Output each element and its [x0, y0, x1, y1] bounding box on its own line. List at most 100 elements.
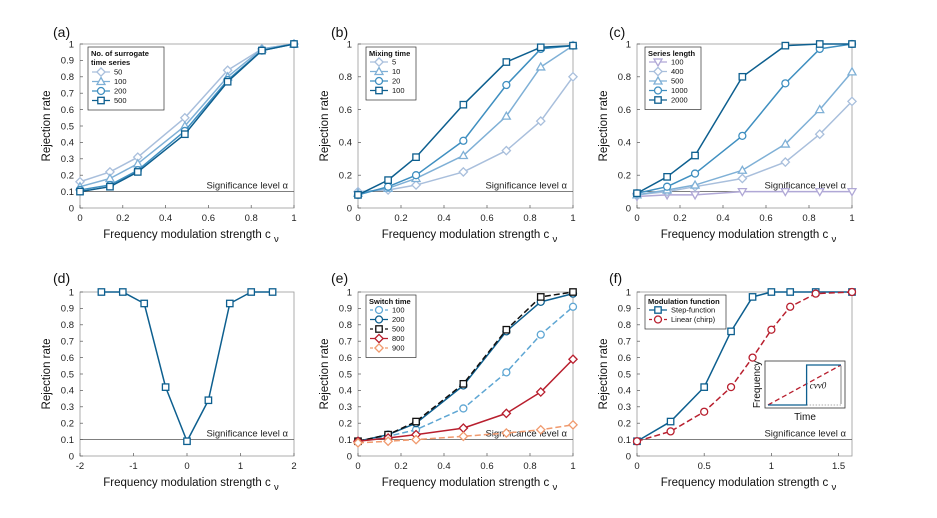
panel-label: (a): [53, 24, 70, 40]
x-tick-label: 0.2: [394, 213, 407, 224]
y-tick-label: 0.7: [339, 337, 352, 348]
data-point: [689, 191, 701, 201]
panel-b: (b)Significance level α0 0.2 0.4 0.6 0.8 100.…: [319, 24, 579, 245]
data-point: [535, 424, 546, 435]
data-point: [258, 46, 266, 55]
inset-chirp-line: [767, 364, 842, 406]
y-tick-label: 0.4: [339, 386, 352, 397]
legend-marker: [654, 96, 662, 104]
y-axis-label: Rejection rate: [598, 339, 610, 410]
data-point: [536, 330, 545, 339]
legend-entry-label: 900: [392, 344, 405, 353]
data-point: [502, 325, 511, 334]
data-point: [780, 187, 791, 197]
y-tick-label: 0.6: [61, 105, 74, 116]
legend-entry-label: 500: [392, 325, 405, 334]
data-point: [502, 80, 511, 90]
data-point: [247, 288, 256, 296]
x-tick-label: 0.4: [159, 213, 172, 224]
y-tick-label: 0.3: [339, 402, 352, 413]
y-tick-label: 0.1: [61, 187, 74, 198]
data-point: [268, 288, 277, 296]
data-point: [536, 43, 545, 52]
legend-box: [365, 294, 417, 358]
data-point: [76, 187, 84, 196]
data-point: [458, 431, 469, 442]
legend-marker: [652, 66, 664, 77]
data-point: [223, 77, 232, 86]
data-point: [459, 379, 468, 388]
x-tick-label: 0.8: [802, 213, 815, 224]
legend-entry-label: Step-function: [671, 306, 715, 315]
legend-entry-label: 500: [671, 77, 684, 86]
x-tick-label: -1: [129, 461, 137, 472]
data-point: [412, 417, 420, 426]
significance-label: Significance level α: [206, 429, 288, 440]
y-tick-label: 1: [69, 39, 74, 50]
x-axis-label: Frequency modulation strength c ν: [661, 229, 837, 245]
data-point: [412, 153, 420, 162]
y-tick-label: 0: [347, 451, 352, 462]
x-tick-label: 0: [77, 213, 82, 224]
data-point: [632, 437, 642, 446]
panel-label: (e): [331, 270, 348, 286]
legend-marker: [95, 66, 107, 78]
x-axis-label-subscript: ν: [831, 234, 836, 245]
legend-marker: [373, 342, 385, 354]
legend-marker: [374, 315, 384, 324]
x-tick-label: 0.2: [394, 461, 407, 472]
data-point: [181, 130, 189, 139]
y-axis-label: Rejection rate: [41, 91, 53, 162]
y-tick-label: 0.6: [339, 105, 352, 116]
data-point: [383, 436, 394, 447]
data-point: [118, 288, 127, 296]
legend-entry-label: 400: [671, 67, 684, 76]
data-point: [383, 182, 393, 191]
y-tick-label: 1: [626, 287, 631, 298]
data-point: [700, 407, 709, 416]
x-tick-label: 0: [355, 461, 360, 472]
x-tick-label: 1: [570, 213, 575, 224]
panel-label: (f): [609, 270, 622, 286]
y-tick-label: 0.1: [339, 435, 352, 446]
y-tick-label: 0.5: [61, 369, 74, 380]
data-point: [786, 302, 795, 311]
data-point: [690, 169, 700, 178]
panel-c: (c) Significance level α 0 0.2 0.4 0.6 0.8 1 0 0.…: [598, 24, 858, 245]
x-axis-label: Frequency modulation strength c ν: [103, 477, 279, 493]
data-point: [662, 182, 672, 191]
data-point: [846, 66, 858, 76]
y-tick-label: 0: [69, 203, 74, 214]
data-point: [815, 40, 824, 48]
x-tick-label: 1: [849, 213, 854, 224]
x-tick-label: -2: [76, 461, 84, 472]
data-point: [846, 96, 858, 107]
legend-title: Series length: [648, 49, 696, 58]
data-point: [458, 150, 469, 160]
y-tick-label: 0.1: [618, 435, 631, 446]
legend-marker: [375, 325, 383, 333]
y-axis-label: Rejection rate: [319, 91, 331, 162]
significance-label: Significance level α: [206, 181, 288, 192]
y-tick-label: 0.3: [618, 402, 631, 413]
data-point: [354, 191, 362, 199]
legend-entry-label: 200: [392, 315, 405, 324]
y-tick-label: 0.5: [61, 121, 74, 132]
y-axis-label: Rejection rate: [319, 339, 331, 410]
y-tick-label: 0.8: [618, 72, 631, 83]
data-point: [633, 189, 641, 198]
data-point: [814, 187, 825, 197]
x-axis-label: Frequency modulation strength c ν: [382, 477, 558, 493]
legend-title: Switch time: [369, 297, 411, 306]
legend-entry-label: 100: [392, 306, 405, 315]
legend-entry-label: 2000: [671, 96, 688, 105]
data-point: [411, 434, 422, 445]
x-tick-label: 0.2: [673, 213, 686, 224]
y-axis-label: Rejection rate: [598, 91, 610, 162]
data-point: [726, 382, 736, 392]
y-tick-label: 0.6: [618, 353, 631, 364]
y-tick-label: 0.8: [61, 72, 74, 83]
panel-label: (b): [331, 24, 348, 40]
legend-entry-label: 100: [114, 77, 127, 86]
y-tick-label: 1: [347, 39, 352, 50]
